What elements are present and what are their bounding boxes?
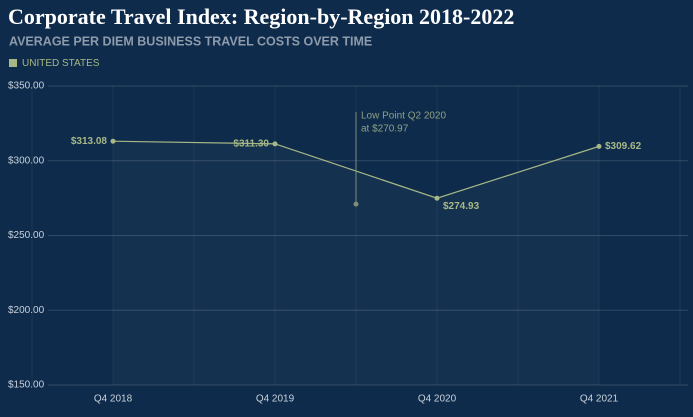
annotation-point (353, 201, 359, 207)
chart-title: Corporate Travel Index: Region-by-Region… (8, 4, 514, 29)
x-tick-label: Q4 2020 (418, 394, 457, 405)
y-tick-label: $350.00 (8, 81, 45, 92)
y-tick-label: $200.00 (8, 305, 45, 316)
data-label: $309.62 (605, 141, 642, 152)
point (272, 141, 278, 147)
x-tick-label: Q4 2021 (580, 394, 619, 405)
legend-label: UNITED STATES (22, 58, 100, 69)
point (596, 143, 602, 149)
y-tick-label: $250.00 (8, 230, 45, 241)
data-label: $274.93 (443, 201, 480, 212)
x-tick-label: Q4 2018 (94, 394, 133, 405)
x-tick-label: Q4 2019 (256, 394, 295, 405)
point (434, 195, 440, 201)
annotation-text: Low Point Q2 2020 (361, 111, 446, 122)
annotation-text: at $270.97 (361, 124, 409, 135)
data-label: $311.30 (233, 138, 269, 149)
chart-subtitle: AVERAGE PER DIEM BUSINESS TRAVEL COSTS O… (9, 34, 372, 48)
data-label: $313.08 (71, 136, 108, 147)
y-tick-label: $150.00 (8, 380, 45, 391)
y-tick-label: $300.00 (8, 155, 45, 166)
point (110, 138, 116, 144)
legend-swatch (9, 59, 17, 67)
